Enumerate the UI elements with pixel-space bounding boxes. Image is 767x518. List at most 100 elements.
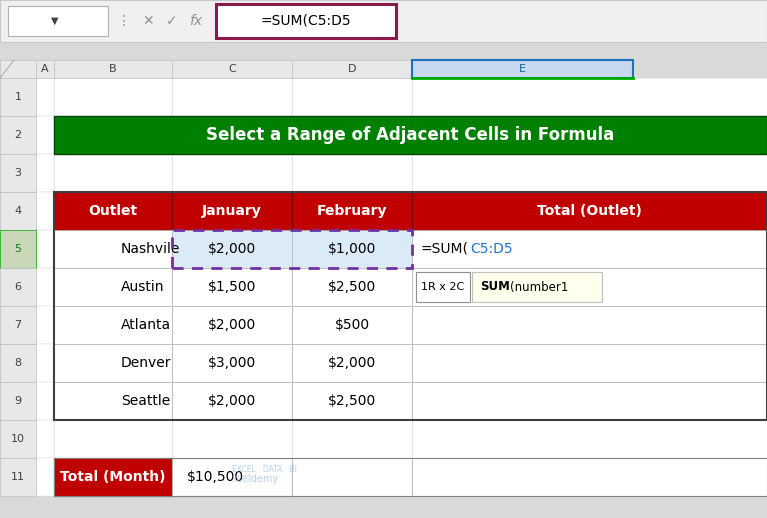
Bar: [172, 344, 292, 382]
Text: February: February: [317, 204, 387, 218]
Bar: [292, 78, 412, 116]
Bar: [54, 344, 172, 382]
Text: A: A: [41, 64, 49, 74]
Bar: [54, 458, 172, 496]
Bar: [172, 268, 292, 306]
Text: $1,000: $1,000: [328, 242, 376, 256]
Text: Seattle: Seattle: [121, 394, 170, 408]
Text: $2,000: $2,000: [208, 242, 256, 256]
Bar: [412, 306, 767, 344]
Bar: [412, 344, 767, 382]
Text: SUM: SUM: [480, 281, 510, 294]
Bar: [292, 230, 412, 268]
Text: 8: 8: [15, 358, 21, 368]
Bar: [0, 420, 36, 458]
Bar: [36, 154, 54, 192]
Bar: [472, 272, 602, 302]
Text: 11: 11: [11, 472, 25, 482]
Bar: [172, 154, 292, 192]
Bar: [36, 192, 54, 230]
Text: E: E: [519, 64, 526, 74]
Text: $2,000: $2,000: [208, 394, 256, 408]
Bar: [54, 306, 172, 344]
Bar: [54, 230, 172, 268]
Bar: [36, 306, 54, 344]
Text: ✓: ✓: [166, 14, 178, 28]
Bar: [292, 458, 412, 496]
Bar: [36, 458, 54, 496]
Text: 1R x 2C: 1R x 2C: [421, 282, 465, 292]
Text: 5: 5: [15, 244, 21, 254]
Text: 9: 9: [15, 396, 21, 406]
Bar: [54, 192, 172, 230]
Text: $3,000: $3,000: [208, 356, 256, 370]
Bar: [54, 192, 767, 420]
Text: D: D: [347, 64, 356, 74]
Text: ▼: ▼: [51, 16, 59, 26]
Bar: [54, 60, 172, 78]
Bar: [36, 230, 54, 268]
Text: Total (Outlet): Total (Outlet): [537, 204, 642, 218]
Bar: [292, 344, 412, 382]
Text: =SUM(C5:D5: =SUM(C5:D5: [261, 14, 351, 28]
Bar: [36, 420, 54, 458]
Text: Austin: Austin: [121, 280, 164, 294]
Text: 3: 3: [15, 168, 21, 178]
Bar: [412, 192, 767, 230]
Text: EXCEL · DATA · BI: EXCEL · DATA · BI: [232, 465, 297, 473]
Bar: [172, 230, 292, 268]
Text: 7: 7: [15, 320, 21, 330]
Bar: [412, 458, 767, 496]
Text: $2,000: $2,000: [208, 318, 256, 332]
Text: $500: $500: [334, 318, 370, 332]
Text: $2,000: $2,000: [328, 356, 376, 370]
Bar: [412, 420, 767, 458]
Text: $10,500: $10,500: [187, 470, 244, 484]
Bar: [36, 116, 54, 154]
Text: C: C: [228, 64, 236, 74]
Text: Total (Month): Total (Month): [61, 470, 166, 484]
Bar: [0, 0, 767, 42]
Text: ✕: ✕: [142, 14, 154, 28]
Bar: [292, 192, 412, 230]
Bar: [0, 458, 36, 496]
Bar: [54, 154, 172, 192]
Text: Atlanta: Atlanta: [121, 318, 171, 332]
Text: Denver: Denver: [121, 356, 172, 370]
Bar: [54, 268, 172, 306]
Bar: [0, 192, 36, 230]
Text: 2: 2: [15, 130, 21, 140]
Text: xceldemy: xceldemy: [232, 474, 279, 484]
Text: 6: 6: [15, 282, 21, 292]
Bar: [172, 306, 292, 344]
Text: $2,500: $2,500: [328, 280, 376, 294]
Text: $1,500: $1,500: [208, 280, 256, 294]
Bar: [36, 268, 54, 306]
Bar: [172, 458, 292, 496]
Text: Outlet: Outlet: [88, 204, 137, 218]
Text: 4: 4: [15, 206, 21, 216]
Bar: [172, 382, 292, 420]
Bar: [412, 154, 767, 192]
Bar: [36, 382, 54, 420]
Bar: [412, 268, 767, 306]
Bar: [172, 60, 292, 78]
Bar: [172, 420, 292, 458]
Bar: [54, 458, 767, 496]
Bar: [0, 268, 36, 306]
Bar: [412, 60, 633, 78]
Text: B: B: [109, 64, 117, 74]
Bar: [172, 192, 292, 230]
Text: $2,500: $2,500: [328, 394, 376, 408]
Text: Select a Range of Adjacent Cells in Formula: Select a Range of Adjacent Cells in Form…: [206, 126, 614, 144]
Bar: [0, 382, 36, 420]
Text: Nashvile: Nashvile: [121, 242, 180, 256]
Text: January: January: [202, 204, 262, 218]
Bar: [0, 60, 36, 78]
Bar: [292, 60, 412, 78]
Bar: [172, 78, 292, 116]
Bar: [292, 268, 412, 306]
Text: (number1: (number1: [510, 281, 568, 294]
Bar: [292, 420, 412, 458]
Bar: [292, 306, 412, 344]
